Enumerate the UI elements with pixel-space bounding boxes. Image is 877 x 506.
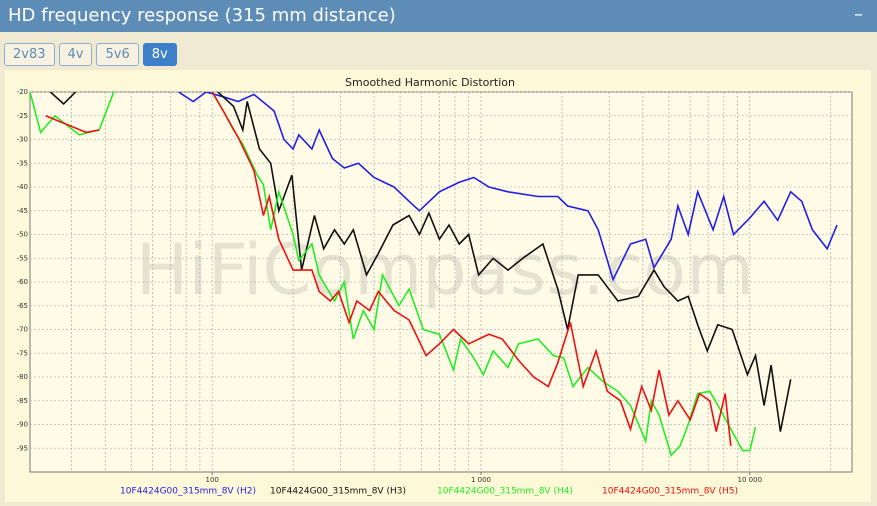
- watermark: HiFiCompass.com: [136, 229, 755, 311]
- collapse-button[interactable]: –: [854, 4, 863, 25]
- x-tick-label: 1 000: [471, 476, 491, 484]
- y-tick-label: -30: [17, 136, 28, 144]
- series-line: [45, 92, 732, 446]
- y-tick-label: -70: [17, 326, 28, 334]
- y-tick-label: -55: [17, 254, 28, 262]
- chart-title: Smoothed Harmonic Distortion: [345, 76, 515, 89]
- legend-entry: 10F4424G00_315mm_8V (H2): [120, 487, 256, 497]
- y-tick-label: -85: [17, 397, 28, 405]
- y-tick-label: -40: [17, 183, 28, 191]
- header: HD frequency response (315 mm distance) …: [0, 0, 877, 32]
- y-tick-label: -25: [17, 112, 28, 120]
- tab-bar: 2v83 4v 5v6 8v: [4, 43, 177, 66]
- y-tick-label: -95: [17, 444, 28, 452]
- tab[interactable]: 8v: [142, 43, 177, 66]
- x-tick-label: 10 000: [738, 476, 763, 484]
- legend-entry: 10F4424G00_315mm_8V (H5): [602, 487, 738, 497]
- tab[interactable]: 5v6: [96, 43, 139, 66]
- y-tick-label: -65: [17, 302, 28, 310]
- y-tick-label: -20: [17, 88, 28, 96]
- tab[interactable]: 2v83: [4, 43, 55, 66]
- x-tick-label: 100: [206, 476, 219, 484]
- series-line: [178, 92, 838, 282]
- legend-entry: 10F4424G00_315mm_8V (H4): [437, 487, 573, 497]
- y-tick-label: -75: [17, 349, 28, 357]
- header-title: HD frequency response (315 mm distance): [8, 5, 396, 26]
- y-tick-label: -45: [17, 207, 28, 215]
- y-tick-label: -90: [17, 421, 28, 429]
- y-tick-label: -50: [17, 231, 28, 239]
- legend-entry: 10F4424G00_315mm_8V (H3): [270, 487, 406, 497]
- y-tick-label: -60: [17, 278, 28, 286]
- y-tick-label: -80: [17, 373, 28, 381]
- y-tick-label: -35: [17, 159, 28, 167]
- tab[interactable]: 4v: [58, 43, 93, 66]
